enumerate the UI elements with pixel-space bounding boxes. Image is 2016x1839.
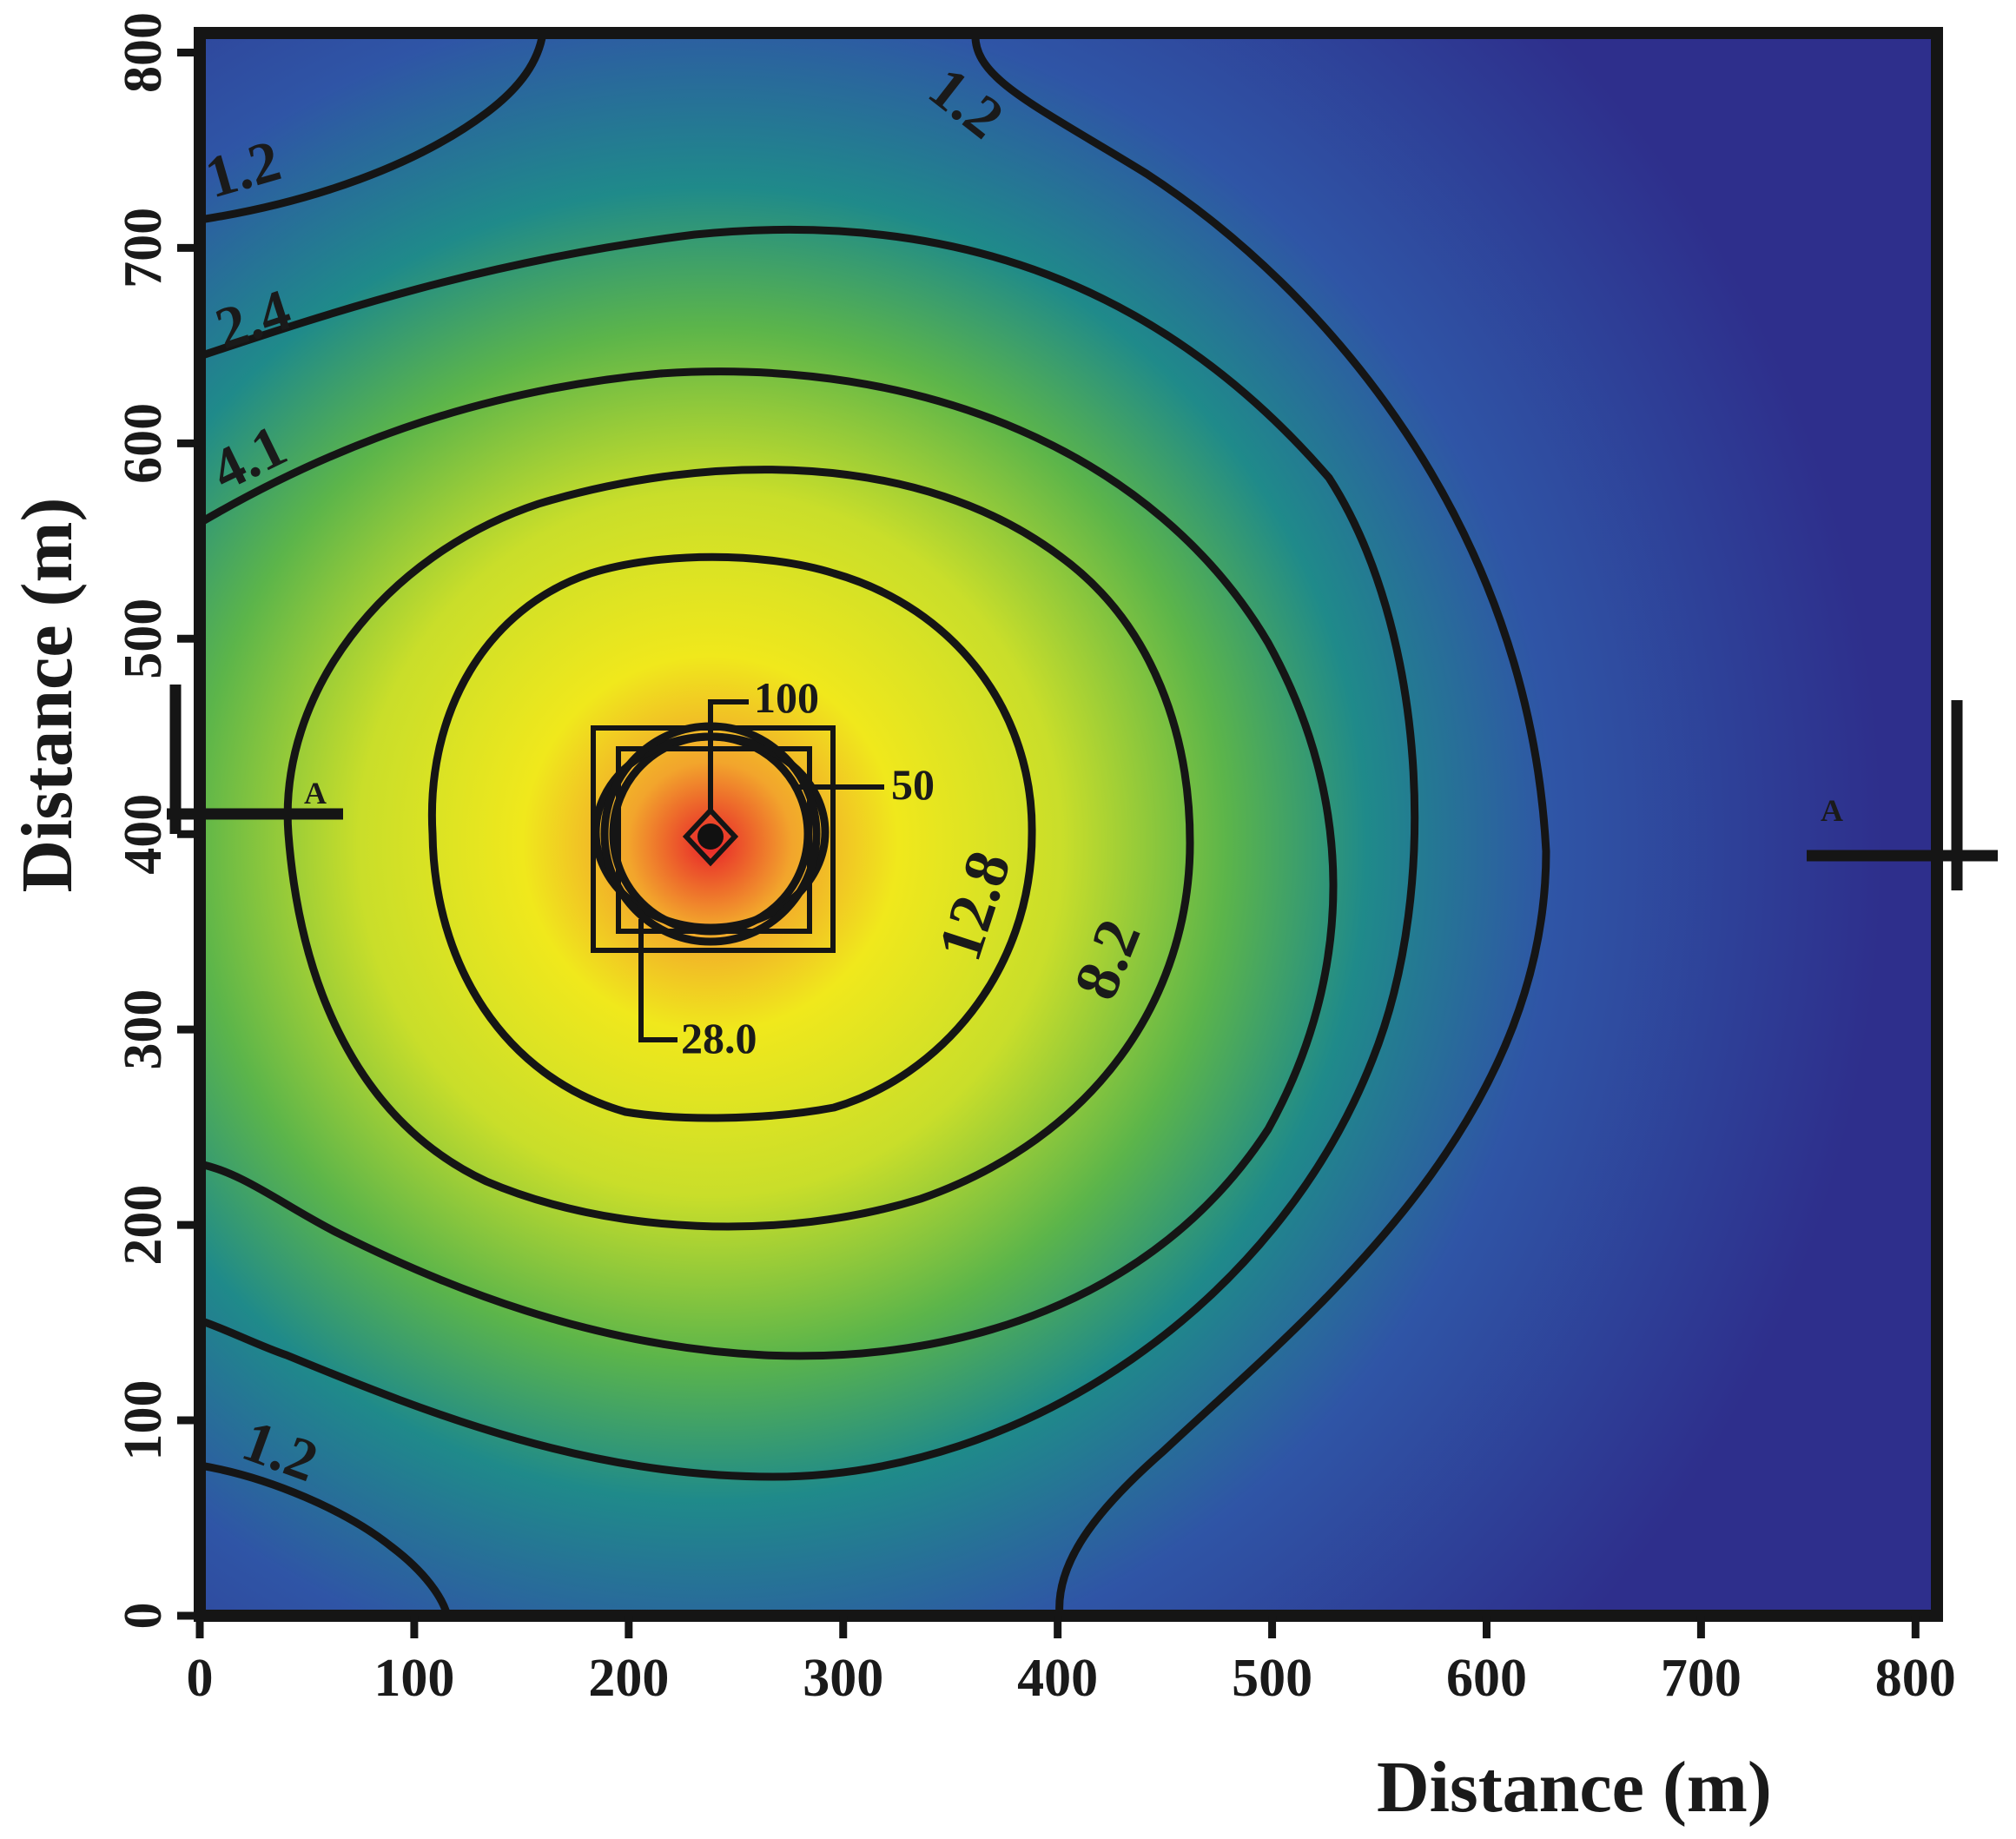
y-tick-label: 800 [114,12,173,93]
peak-point [697,824,724,850]
section-label-left: A [304,776,327,810]
contour-line-1.2-right [971,33,1550,1616]
x-tick-label: 700 [1661,1649,1742,1708]
x-tick-label: 600 [1446,1649,1527,1708]
contour-line-8.2 [283,466,1194,1231]
x-tick-labels: 0 100 200 300 400 500 600 700 800 [187,1649,1956,1708]
y-tick-label: 700 [114,208,173,288]
plot-frame [194,27,1943,1622]
y-tick-label: 200 [114,1185,173,1266]
x-axis-label: Distance (m) [1377,1747,1772,1828]
x-tick-label: 100 [373,1649,454,1708]
x-tick-label: 800 [1875,1649,1956,1708]
y-tick-marks [177,48,200,1620]
plot-area [200,33,1937,1616]
concentration-field [200,33,1937,1616]
source-diamond [682,806,739,867]
x-tick-label: 200 [588,1649,669,1708]
callout-label-28: 28.0 [681,1014,757,1062]
y-axis-label: Distance (m) [7,498,88,893]
callout-leaders [638,699,884,1042]
source-box-inner [616,746,812,934]
y-tick-label: 100 [114,1380,173,1461]
section-label-right: A [1821,793,1843,828]
section-marker-right [1807,700,1998,890]
y-tick-label: 500 [114,599,173,679]
callout-leader-28 [638,919,678,1042]
y-tick-label: 0 [114,1603,173,1630]
x-tick-label: 500 [1232,1649,1312,1708]
contour-line-1.2-bottom-left [200,1461,452,1616]
x-tick-label: 300 [803,1649,883,1708]
y-tick-label: 400 [114,794,173,875]
callout-leader-100 [708,699,749,813]
x-tick-marks [195,1616,1920,1638]
y-tick-label: 600 [114,403,173,484]
y-tick-label: 300 [114,989,173,1070]
callout-label-50: 50 [891,760,935,809]
x-tick-label: 0 [187,1649,214,1708]
contour-lines [200,33,1550,1616]
contour-line-1.2-top-left [200,33,547,224]
contour-line-4.1 [200,367,1338,1360]
contour-line-2.4 [200,225,1419,1481]
x-tick-label: 400 [1017,1649,1098,1708]
contour-line-12.8 [427,552,1036,1122]
y-tick-labels: 0 100 200 300 400 500 600 700 800 [114,12,173,1630]
callout-label-100: 100 [754,673,819,722]
